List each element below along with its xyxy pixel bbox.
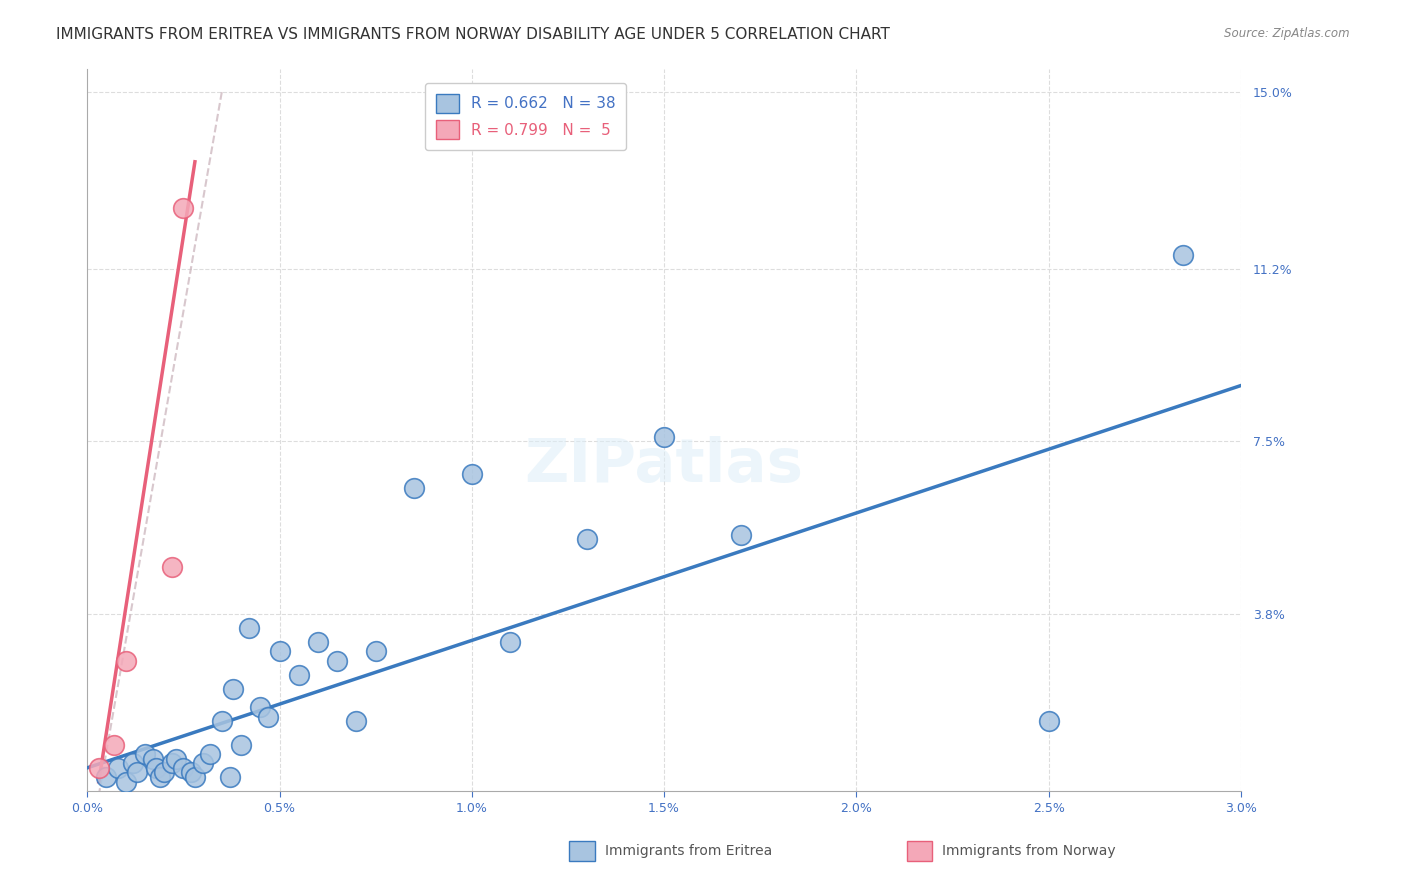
Text: Immigrants from Eritrea: Immigrants from Eritrea (605, 844, 772, 858)
Point (160, 756, 183, 771)
Point (307, 635, 329, 649)
Point (96, 770, 118, 784)
Point (461, 467, 484, 482)
Point (107, 761, 129, 775)
Point (172, 202, 194, 216)
Point (184, 770, 207, 784)
Point (249, 700, 271, 714)
Point (404, 481, 426, 495)
Point (287, 667, 309, 681)
Point (153, 765, 176, 780)
Point (103, 738, 125, 752)
Point (200, 747, 222, 761)
Point (149, 770, 172, 784)
Point (1173, 248, 1195, 262)
Point (364, 644, 387, 658)
Point (87, 761, 110, 775)
Point (127, 765, 149, 780)
Point (114, 654, 136, 668)
Point (134, 747, 156, 761)
Point (211, 714, 233, 729)
Point (142, 751, 165, 765)
Point (499, 635, 522, 649)
Point (576, 533, 599, 547)
Point (238, 621, 260, 635)
Point (1038, 714, 1060, 729)
Point (229, 738, 252, 752)
Point (145, 761, 167, 775)
Point (652, 430, 675, 444)
Point (160, 560, 183, 574)
Point (165, 751, 187, 765)
Point (191, 756, 214, 771)
Text: Source: ZipAtlas.com: Source: ZipAtlas.com (1225, 27, 1350, 40)
Point (326, 654, 349, 668)
Point (114, 774, 136, 789)
Point (180, 765, 202, 780)
Point (257, 709, 280, 723)
Point (122, 756, 145, 771)
Point (269, 644, 291, 658)
Point (346, 714, 368, 729)
Legend: R = 0.662   N = 38, R = 0.799   N =  5: R = 0.662 N = 38, R = 0.799 N = 5 (425, 83, 626, 150)
Point (218, 770, 240, 784)
Text: IMMIGRANTS FROM ERITREA VS IMMIGRANTS FROM NORWAY DISABILITY AGE UNDER 5 CORRELA: IMMIGRANTS FROM ERITREA VS IMMIGRANTS FR… (56, 27, 890, 42)
Text: Immigrants from Norway: Immigrants from Norway (942, 844, 1115, 858)
Point (730, 527, 752, 541)
Point (222, 681, 245, 696)
Point (172, 761, 194, 775)
Text: ZIPatlas: ZIPatlas (524, 436, 804, 495)
